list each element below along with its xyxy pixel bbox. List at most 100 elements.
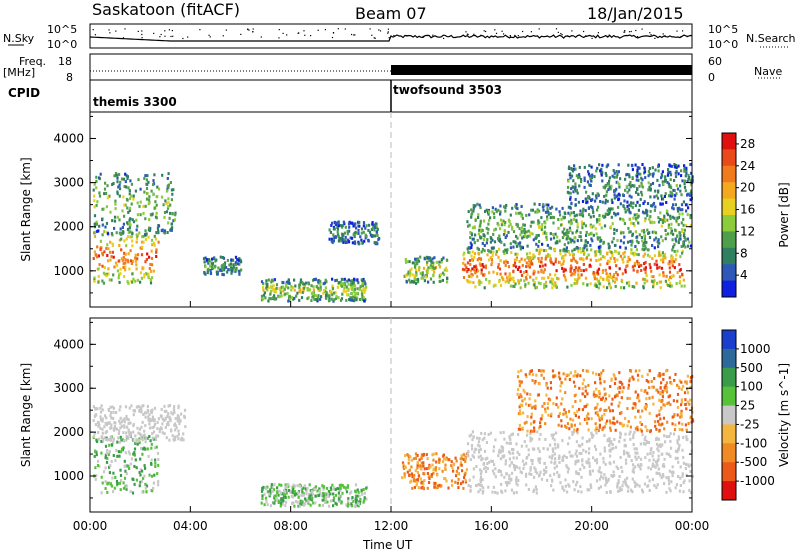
data-cell [134, 259, 138, 263]
data-cell [622, 204, 625, 208]
data-cell [665, 452, 668, 456]
data-cell [552, 221, 555, 225]
data-cell [303, 283, 306, 287]
data-cell [600, 239, 603, 242]
beam-label: Beam 07 [355, 4, 427, 23]
data-cell [136, 224, 139, 228]
data-cell [231, 267, 234, 271]
data-cell [141, 469, 144, 473]
data-cell [654, 465, 657, 469]
data-cell [573, 423, 576, 427]
data-cell [528, 372, 531, 376]
data-cell [107, 247, 110, 251]
data-cell [616, 386, 620, 390]
data-cell [512, 263, 516, 267]
data-cell [223, 263, 226, 267]
nsearch-point [630, 30, 632, 33]
data-cell [529, 432, 532, 436]
data-cell [128, 226, 131, 230]
data-cell [403, 475, 406, 479]
nsearch-label: N.Search [746, 32, 796, 45]
data-cell [411, 273, 414, 277]
data-cell [418, 458, 421, 462]
data-cell [171, 192, 174, 196]
data-cell [104, 487, 107, 490]
data-cell [426, 256, 429, 260]
nsky-label: N.Sky [3, 32, 35, 45]
data-cell [582, 263, 585, 266]
data-cell [178, 417, 181, 421]
data-cell [270, 278, 273, 282]
data-cell [481, 229, 484, 232]
data-cell [541, 414, 544, 418]
data-cell [446, 276, 449, 280]
data-cell [558, 260, 561, 264]
data-cell [666, 180, 669, 184]
data-cell [512, 240, 515, 244]
data-cell [292, 485, 295, 489]
data-cell [603, 186, 606, 190]
colorbar-swatch [722, 330, 736, 350]
data-cell [349, 491, 352, 495]
data-cell [356, 291, 359, 295]
data-cell [282, 499, 285, 503]
nsearch-point [514, 34, 516, 36]
data-cell [628, 230, 631, 234]
data-cell [659, 286, 662, 290]
data-cell [431, 265, 434, 269]
data-cell [298, 504, 301, 508]
data-cell [127, 418, 130, 422]
data-cell [275, 283, 279, 287]
data-cell [111, 405, 114, 409]
data-cell [661, 219, 664, 222]
data-cell [288, 489, 291, 492]
data-cell [581, 223, 584, 227]
data-cell [157, 231, 160, 235]
data-cell [473, 252, 477, 256]
data-cell [669, 284, 672, 288]
data-cell [495, 250, 498, 254]
data-cell [575, 213, 578, 217]
data-cell [662, 403, 665, 407]
nsearch-point [387, 32, 389, 34]
data-cell [542, 447, 545, 450]
data-cell [491, 254, 494, 258]
data-cell [677, 475, 680, 478]
data-cell [311, 492, 314, 496]
data-cell [135, 267, 138, 271]
data-cell [426, 270, 429, 274]
data-cell [124, 180, 127, 184]
data-cell [655, 486, 658, 489]
data-cell [543, 276, 546, 280]
data-cell [363, 496, 366, 500]
data-cell [304, 487, 307, 491]
data-cell [494, 490, 497, 494]
data-cell [652, 172, 655, 176]
data-cell [657, 163, 660, 167]
data-cell [99, 410, 103, 414]
data-cell [570, 259, 573, 263]
data-cell [613, 228, 616, 232]
data-cell [549, 273, 552, 277]
data-cell [645, 274, 648, 277]
data-cell [404, 258, 407, 261]
data-cell [483, 432, 486, 436]
data-cell [627, 485, 630, 489]
data-cell [660, 476, 663, 480]
data-cell [620, 381, 623, 384]
data-cell [132, 197, 135, 201]
data-cell [607, 188, 610, 192]
data-cell [572, 430, 575, 434]
data-cell [647, 441, 650, 444]
colorbar-tick-label: 28 [740, 137, 755, 151]
data-cell [310, 284, 313, 288]
data-cell [502, 250, 505, 254]
data-cell [522, 235, 525, 239]
data-cell [150, 269, 153, 273]
data-cell [588, 174, 591, 178]
data-cell [101, 431, 104, 435]
data-cell [517, 433, 520, 436]
data-cell [407, 461, 410, 465]
data-cell [315, 294, 318, 298]
data-cell [150, 256, 154, 260]
